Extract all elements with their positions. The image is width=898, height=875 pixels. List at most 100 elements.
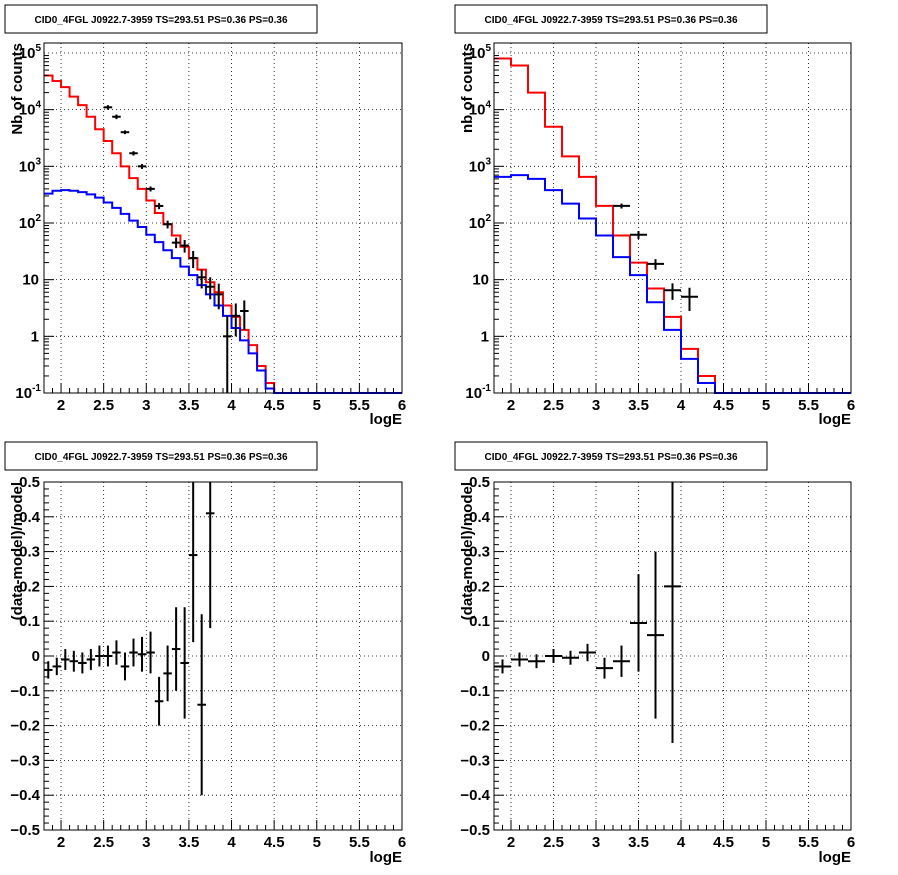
x-tick-label: 2.5 [93, 834, 114, 851]
data-point [613, 203, 630, 209]
residual-point [137, 636, 147, 672]
x-axis-title: logE [370, 849, 403, 866]
x-tick-label: 4.5 [713, 397, 734, 414]
data-point [647, 259, 664, 270]
y-tick-label: 105 [469, 43, 492, 62]
y-tick-label: 0.5 [19, 474, 40, 491]
residual-point [647, 551, 664, 719]
panel-top-right: CID0_4FGL J0922.7-3959 TS=293.51 PS=0.36… [454, 4, 855, 428]
x-tick-label: 6 [398, 834, 406, 851]
residual-point [120, 652, 130, 681]
x-tick-label: 2.5 [93, 397, 114, 414]
residual-point [52, 657, 62, 676]
residual-point [154, 676, 164, 726]
y-axis-title: (data-model)/model [459, 482, 476, 620]
x-tick-label: 5 [762, 397, 770, 414]
residual-point [78, 652, 87, 674]
x-tick-label: 5 [313, 834, 321, 851]
data-point [103, 105, 113, 110]
residual-point [528, 654, 545, 669]
x-tick-label: 6 [847, 834, 855, 851]
residual-point [205, 482, 215, 629]
plot-area [44, 43, 402, 393]
residual-point [562, 650, 579, 665]
y-axis-title: Nb of counts [9, 43, 26, 135]
x-tick-label: 3.5 [628, 397, 649, 414]
y-tick-label: −0.5 [10, 822, 40, 839]
data-point [171, 237, 181, 249]
residual-point [613, 645, 630, 677]
residual-point [112, 640, 121, 665]
data-point [240, 300, 249, 330]
title-box [454, 4, 768, 34]
data-point [154, 203, 164, 210]
data-point [129, 151, 138, 156]
residual-point [61, 649, 70, 670]
y-tick-label: −0.3 [460, 752, 490, 769]
residual-point [171, 607, 181, 691]
panel-top-left: CID0_4FGL J0922.7-3959 TS=293.51 PS=0.36… [4, 4, 406, 428]
y-tick-label: −0.1 [460, 683, 490, 700]
data-point [223, 315, 232, 393]
y-tick-label: −0.3 [10, 752, 40, 769]
residual-point [163, 645, 172, 702]
y-tick-label: −0.2 [10, 718, 40, 735]
x-tick-label: 5.5 [349, 397, 370, 414]
residual-point [95, 645, 104, 667]
y-tick-label: −0.2 [460, 718, 490, 735]
residual-point [494, 659, 511, 674]
y-tick-label: 10-1 [465, 383, 491, 402]
x-tick-label: 5.5 [349, 834, 370, 851]
title-box [454, 441, 768, 471]
x-tick-label: 4 [227, 397, 236, 414]
x-tick-label: 4 [227, 834, 236, 851]
y-tick-label: 0.3 [19, 544, 40, 561]
x-tick-label: 3 [592, 834, 600, 851]
residual-point [197, 614, 206, 796]
x-tick-label: 3.5 [628, 834, 649, 851]
x-axis-title: logE [819, 411, 852, 428]
residual-point [630, 574, 647, 672]
data-point [197, 269, 206, 289]
panel-bottom-left: CID0_4FGL J0922.7-3959 TS=293.51 PS=0.36… [4, 441, 406, 866]
x-tick-label: 2.5 [543, 834, 564, 851]
plot-title: CID0_4FGL J0922.7-3959 TS=293.51 PS=0.36… [34, 15, 287, 26]
residual-point [664, 482, 681, 743]
residual-point [579, 643, 596, 662]
x-tick-label: 6 [847, 397, 855, 414]
data-point [205, 277, 215, 300]
title-box [4, 441, 318, 471]
data-point [120, 130, 130, 135]
x-tick-label: 3 [142, 397, 150, 414]
y-tick-label: 10 [22, 272, 39, 289]
residual-point [180, 607, 189, 719]
x-tick-label: 3.5 [178, 834, 199, 851]
data-point [231, 303, 241, 337]
y-tick-label: −0.1 [10, 683, 40, 700]
y-tick-label: 10 [472, 272, 489, 289]
data-point [146, 186, 155, 192]
x-tick-label: 5 [762, 834, 770, 851]
x-tick-label: 5.5 [798, 397, 819, 414]
residual-point [511, 652, 528, 667]
y-tick-label: 0 [32, 648, 40, 665]
y-axis-title: (data-model)/model [9, 482, 26, 620]
residual-point [545, 649, 562, 663]
data-point [188, 251, 198, 269]
y-tick-label: 0 [482, 648, 490, 665]
data-point [137, 163, 147, 169]
x-tick-label: 6 [398, 397, 406, 414]
x-tick-label: 2 [57, 834, 65, 851]
y-tick-label: 105 [19, 43, 42, 62]
data-point [180, 240, 189, 253]
plot-title: CID0_4FGL J0922.7-3959 TS=293.51 PS=0.36… [484, 15, 737, 26]
y-tick-label: −0.4 [10, 787, 40, 804]
y-tick-label: 0.2 [469, 578, 490, 595]
x-tick-label: 2 [507, 834, 515, 851]
residual-point [69, 650, 79, 672]
x-tick-label: 4 [677, 834, 686, 851]
x-axis-title: logE [819, 849, 852, 866]
y-tick-label: 104 [19, 100, 42, 119]
x-tick-label: 3 [592, 397, 600, 414]
